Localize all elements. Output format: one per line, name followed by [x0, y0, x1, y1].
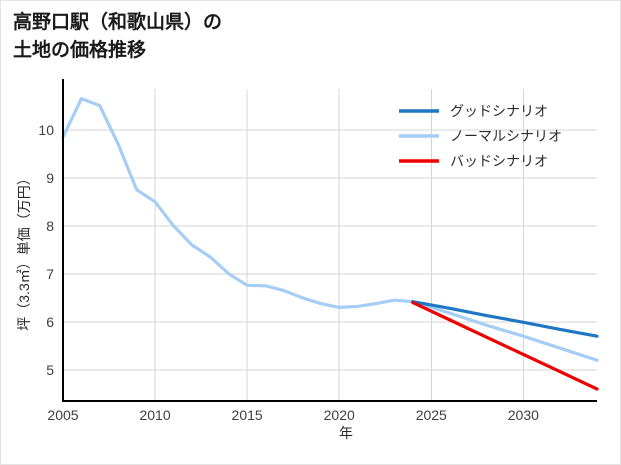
x-tick-label: 2020	[324, 407, 355, 423]
series-lines	[61, 96, 599, 391]
y-tick-label: 9	[46, 170, 54, 186]
y-tick-label: 10	[38, 122, 54, 138]
x-tick-label: 2010	[139, 407, 170, 423]
series-line-good	[411, 300, 599, 338]
y-tick-label: 5	[46, 362, 54, 378]
y-tick-labels: 5 6 7 8 9 10	[38, 122, 54, 378]
legend-label: グッドシナリオ	[450, 103, 548, 119]
x-axis-title: 年	[339, 425, 353, 441]
y-tick-label: 8	[46, 218, 54, 234]
page-title: 高野口駅（和歌山県）の 土地の価格推移	[13, 12, 223, 61]
series-line-normal	[61, 96, 599, 362]
x-tick-label: 2030	[508, 407, 539, 423]
y-tick-label: 6	[46, 314, 54, 330]
x-tick-label: 2025	[416, 407, 447, 423]
y-axis-title: 坪（3.3㎡）単価（万円）	[16, 171, 32, 330]
series-line-bad	[411, 301, 599, 391]
legend-label: ノーマルシナリオ	[450, 128, 562, 144]
axis-spines	[61, 79, 597, 403]
y-tick-label: 7	[46, 266, 54, 282]
legend-label: バッドシナリオ	[450, 153, 548, 169]
x-tick-label: 2005	[47, 407, 78, 423]
x-tick-labels: 2005 2010 2015 2020 2025 2030	[47, 407, 539, 423]
y-gridlines	[63, 129, 597, 371]
x-tick-label: 2015	[232, 407, 263, 423]
x-gridlines	[154, 89, 524, 401]
